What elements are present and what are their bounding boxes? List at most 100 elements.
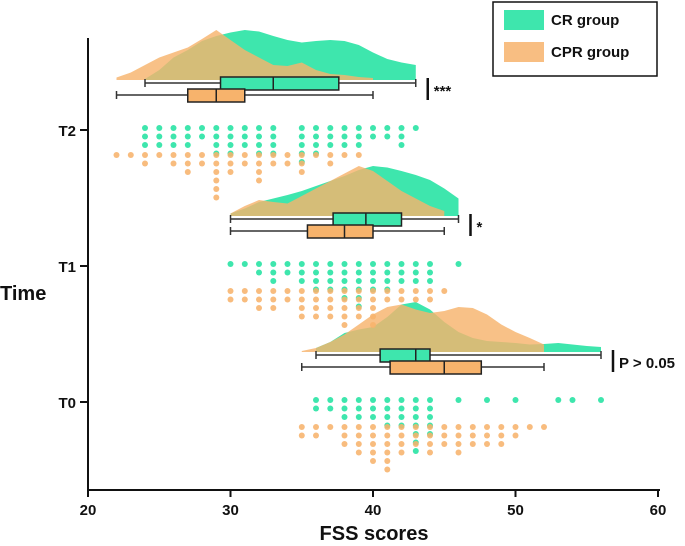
t1-cpr-point bbox=[256, 296, 262, 303]
t2-cpr-point bbox=[213, 160, 220, 167]
t0-cpr-point bbox=[384, 424, 391, 430]
t0-cpr-point bbox=[484, 424, 490, 430]
t2-cr-point bbox=[327, 125, 334, 131]
t0-cr-point bbox=[427, 405, 433, 412]
t0-cr-box bbox=[379, 348, 431, 363]
t2-cr-point bbox=[156, 133, 163, 140]
t1-cr-point bbox=[298, 278, 305, 284]
t1-cpr-point bbox=[355, 305, 362, 311]
t0-cpr-point bbox=[384, 458, 391, 464]
t1-significance-label: * bbox=[477, 219, 483, 236]
t1-cpr-point bbox=[341, 288, 348, 294]
t1-cr-point bbox=[355, 269, 362, 276]
t2-cr-point bbox=[270, 133, 277, 140]
t2-cr-point bbox=[142, 142, 148, 148]
t0-cr-point bbox=[327, 405, 334, 412]
t2-cpr-point bbox=[256, 160, 262, 167]
t0-cr-point bbox=[398, 414, 405, 420]
t0-cpr-point bbox=[512, 424, 519, 430]
t2-cr-point bbox=[142, 133, 148, 140]
t1-cpr-point bbox=[313, 296, 319, 303]
t1-cr-point bbox=[355, 261, 362, 267]
t0-cpr-point bbox=[384, 432, 391, 439]
t1-cr-point bbox=[398, 269, 405, 276]
t0-cpr-point bbox=[370, 449, 376, 456]
t1-cpr-point bbox=[327, 296, 334, 303]
t2-cr-point bbox=[370, 125, 376, 131]
t1-cr-point bbox=[398, 278, 405, 284]
t0-cpr-point bbox=[341, 424, 348, 430]
t2-cpr-point bbox=[270, 160, 277, 167]
t2-cr-point bbox=[398, 133, 405, 140]
t1-cpr-point bbox=[441, 288, 448, 294]
t2-cpr-point bbox=[184, 152, 191, 158]
t2-cr-point bbox=[384, 133, 391, 140]
t0-cr-point bbox=[412, 405, 419, 412]
t1-cr-point bbox=[384, 278, 391, 284]
t1-cr-point bbox=[341, 278, 348, 284]
t2-cr-point bbox=[213, 142, 220, 148]
t1-cpr-point bbox=[355, 313, 362, 320]
t2-cpr-point bbox=[298, 169, 305, 175]
t0-cr-point bbox=[412, 414, 419, 420]
t0-cpr-point bbox=[398, 449, 405, 456]
t0-cpr-point bbox=[370, 424, 376, 430]
t2-cr-point bbox=[241, 133, 248, 140]
t2-cr-point bbox=[298, 133, 305, 140]
t0-cpr-point bbox=[498, 432, 505, 439]
t1-cpr-point bbox=[256, 305, 262, 311]
t0-cr-point bbox=[384, 405, 391, 412]
t1-cpr-point bbox=[256, 288, 262, 294]
t2-cpr-point bbox=[113, 152, 120, 158]
t0-cr-point bbox=[427, 414, 433, 420]
t1-cr-point bbox=[455, 261, 462, 267]
t2-cpr-point bbox=[170, 152, 177, 158]
x-tick-label-50: 50 bbox=[507, 502, 524, 519]
t2-cr-point bbox=[355, 125, 362, 131]
t0-cpr-point bbox=[341, 441, 348, 447]
t1-cpr-point bbox=[370, 288, 376, 294]
t1-cr-point bbox=[256, 261, 262, 267]
t2-cpr-point bbox=[199, 160, 205, 167]
t2-cpr-point bbox=[256, 169, 262, 175]
t2-cpr-point bbox=[327, 160, 334, 167]
t2-cr-point bbox=[341, 125, 348, 131]
t0-cr-point bbox=[455, 397, 462, 403]
t2-significance-label: *** bbox=[434, 83, 452, 100]
t2-cpr-point bbox=[284, 152, 291, 158]
t0-cr-point bbox=[427, 397, 433, 403]
significance-layer: ****P > 0.05 bbox=[426, 78, 675, 372]
t2-cr-point bbox=[156, 142, 163, 148]
t2-cpr-point bbox=[284, 160, 291, 167]
t1-cpr-point bbox=[412, 296, 419, 303]
t0-cr-point bbox=[355, 414, 362, 420]
t0-cr-point bbox=[412, 448, 419, 454]
t1-cr-point bbox=[412, 269, 419, 276]
t1-cpr-point bbox=[298, 296, 305, 303]
t2-cr-point bbox=[313, 125, 319, 131]
t2-cpr-point bbox=[313, 152, 319, 158]
t2-cpr-point bbox=[227, 169, 234, 175]
t2-cpr-point bbox=[213, 177, 220, 184]
t0-cpr-density-cloud bbox=[301, 304, 544, 352]
t2-cr-point bbox=[241, 142, 248, 148]
t1-cpr-point bbox=[241, 288, 248, 294]
t1-cr-box bbox=[332, 212, 403, 227]
t2-cr-point bbox=[327, 142, 334, 148]
t1-cpr-point bbox=[327, 305, 334, 311]
t1-cpr-point bbox=[298, 288, 305, 294]
t1-cr-point bbox=[313, 278, 319, 284]
t1-cpr-point bbox=[384, 288, 391, 294]
t0-cpr-point bbox=[484, 441, 490, 447]
t1-cr-point bbox=[298, 269, 305, 276]
t0-cpr-point bbox=[355, 441, 362, 447]
t2-cr-point bbox=[170, 142, 177, 148]
t0-cpr-point bbox=[355, 424, 362, 430]
t1-cr-point bbox=[398, 261, 405, 267]
t2-cr-point bbox=[256, 125, 262, 131]
t1-cpr-point bbox=[270, 296, 277, 303]
t2-cr-point bbox=[227, 133, 234, 140]
t2-cr-point bbox=[341, 133, 348, 140]
t1-cr-point bbox=[327, 269, 334, 276]
t2-cpr-point bbox=[256, 152, 262, 158]
